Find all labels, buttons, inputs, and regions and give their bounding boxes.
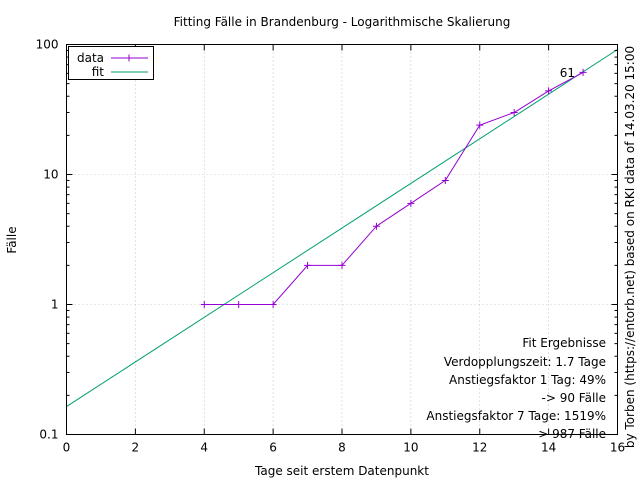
fit-results-line-6: -> 987 Fälle — [534, 427, 606, 441]
legend-marker-data — [125, 54, 133, 62]
data-point — [545, 87, 553, 95]
data-point — [200, 301, 208, 308]
legend-box — [68, 46, 154, 80]
y-axis-label: Fälle — [5, 226, 19, 253]
data-series-line — [204, 71, 584, 305]
x-tick-label: 4 — [200, 441, 208, 455]
x-tick-label: 16 — [610, 441, 625, 455]
legend-label-fit: fit — [92, 65, 105, 79]
x-tick-label: 6 — [269, 441, 277, 455]
data-point — [269, 301, 277, 308]
annotation-61: 61 — [560, 66, 575, 80]
fit-results-box: Fit Ergebnisse Verdopplungszeit: 1.7 Tag… — [426, 336, 606, 441]
axis-ticks: 0 2 4 6 8 10 12 14 16 0.1 1 10 100 — [36, 38, 626, 455]
x-tick-label: 8 — [338, 441, 346, 455]
x-tick-label: 10 — [403, 441, 418, 455]
data-point — [372, 222, 380, 230]
x-tick-label: 14 — [541, 441, 556, 455]
data-point — [579, 68, 587, 76]
fit-results-line-5: Anstiegsfaktor 7 Tage: 1519% — [426, 409, 606, 423]
chart-title: Fitting Fälle in Brandenburg - Logarithm… — [174, 15, 511, 29]
data-point — [476, 121, 484, 129]
y-tick-label: 0.1 — [39, 428, 58, 442]
data-point — [510, 108, 518, 116]
fit-results-line-4: -> 90 Fälle — [542, 391, 607, 405]
y-tick-label: 1 — [51, 298, 59, 312]
grid-lines — [66, 44, 618, 435]
x-tick-label: 12 — [472, 441, 487, 455]
data-point — [235, 301, 243, 308]
fit-results-line-3: Anstiegsfaktor 1 Tag: 49% — [449, 373, 606, 387]
x-axis-label: Tage seit erstem Datenpunkt — [254, 464, 429, 478]
fit-results-line-1: Fit Ergebnisse — [522, 336, 606, 350]
fit-series-line — [66, 49, 618, 407]
series-group — [66, 49, 618, 407]
x-tick-label: 0 — [63, 441, 71, 455]
data-point — [304, 261, 312, 269]
x-tick-label: 2 — [132, 441, 140, 455]
data-point — [338, 261, 346, 269]
credit-text: by Torben (https://entorb.net) based on … — [623, 46, 637, 448]
y-tick-label: 100 — [36, 38, 59, 52]
data-point — [441, 176, 449, 184]
legend-label-data: data — [77, 51, 104, 65]
fit-results-line-2: Verdopplungszeit: 1.7 Tage — [444, 355, 606, 369]
legend: data fit — [68, 46, 154, 80]
data-point — [407, 199, 415, 207]
y-tick-label: 10 — [43, 168, 58, 182]
